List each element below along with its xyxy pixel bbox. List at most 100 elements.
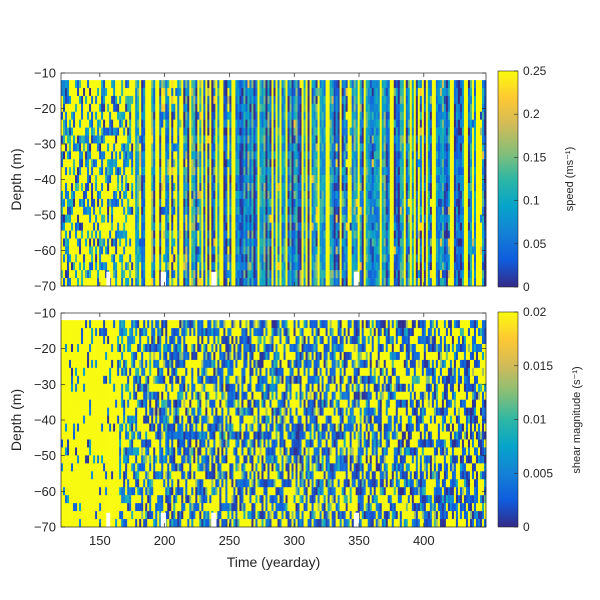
- heatmap-cell: [313, 80, 316, 89]
- heatmap-cell: [153, 167, 156, 176]
- heatmap-cell: [125, 95, 128, 105]
- heatmap-cell: [263, 183, 266, 192]
- heatmap-cell: [197, 254, 200, 263]
- heatmap-cell: [113, 167, 116, 176]
- heatmap-cell: [443, 175, 447, 184]
- heatmap-cell: [259, 230, 262, 239]
- heatmap-cell: [291, 270, 294, 279]
- heatmap-cell: [217, 103, 220, 113]
- heatmap-cell: [397, 95, 401, 105]
- heatmap-cell: [151, 88, 154, 97]
- heatmap-cell: [443, 183, 447, 192]
- heatmap-cell: [225, 127, 228, 136]
- heatmap-cell: [69, 262, 72, 271]
- heatmap-cell: [371, 143, 374, 152]
- heatmap-cell: [345, 88, 348, 97]
- heatmap-cell: [131, 278, 134, 287]
- heatmap-cell: [271, 159, 274, 168]
- heatmap-cell: [125, 278, 128, 287]
- heatmap-cell: [89, 278, 92, 287]
- heatmap-cell: [355, 198, 358, 208]
- heatmap-cell: [183, 270, 186, 279]
- heatmap-cell: [177, 198, 180, 208]
- heatmap-cell: [369, 198, 372, 208]
- heatmap-cell: [167, 88, 170, 97]
- heatmap-cell: [347, 254, 350, 263]
- heatmap-cell: [427, 80, 431, 89]
- heatmap-cell: [215, 230, 218, 239]
- heatmap-cell: [185, 88, 188, 97]
- heatmap-cell: [185, 103, 188, 113]
- heatmap-cell: [117, 254, 120, 263]
- heatmap-cell: [243, 254, 246, 263]
- heatmap-cell: [377, 135, 380, 144]
- heatmap-cell: [329, 88, 332, 97]
- heatmap-cell: [165, 238, 168, 247]
- heatmap-cell: [299, 278, 302, 287]
- heatmap-cell: [415, 262, 419, 271]
- heatmap-cell: [379, 119, 382, 128]
- heatmap-cell: [293, 183, 296, 192]
- heatmap-cell: [135, 175, 138, 184]
- heatmap-cell: [339, 238, 342, 247]
- heatmap-cell: [107, 222, 110, 231]
- heatmap-cell: [113, 270, 116, 279]
- heatmap-cell: [325, 143, 328, 152]
- heatmap-cell: [283, 206, 286, 215]
- heatmap-cell: [75, 214, 78, 223]
- heatmap-cell: [151, 95, 154, 105]
- heatmap-cell: [137, 230, 140, 239]
- heatmap-cell: [185, 238, 188, 247]
- heatmap-cell: [385, 127, 389, 136]
- heatmap-cell: [231, 143, 234, 152]
- heatmap-cell: [305, 214, 308, 223]
- heatmap-cell: [419, 206, 423, 215]
- heatmap-cell: [313, 222, 316, 231]
- heatmap-cell: [185, 80, 188, 89]
- heatmap-cell: [209, 119, 212, 128]
- heatmap-cell: [247, 159, 250, 168]
- heatmap-cell: [367, 95, 370, 105]
- heatmap-cell: [335, 262, 338, 271]
- heatmap-cell: [189, 95, 192, 105]
- heatmap-cell: [373, 246, 376, 255]
- heatmap-cell: [99, 127, 102, 136]
- heatmap-cell: [375, 175, 378, 184]
- heatmap-cell: [433, 270, 437, 279]
- heatmap-cell: [303, 111, 306, 120]
- heatmap-cell: [419, 190, 423, 200]
- heatmap-cell: [173, 206, 176, 215]
- heatmap-cell: [305, 206, 308, 215]
- heatmap-cell: [207, 230, 210, 239]
- heatmap-cell: [173, 246, 176, 255]
- heatmap-cell: [141, 151, 144, 160]
- heatmap-cell: [387, 175, 391, 184]
- heatmap-cell: [255, 230, 258, 239]
- heatmap-cell: [367, 230, 370, 239]
- heatmap-cell: [91, 254, 94, 263]
- heatmap-cell: [203, 119, 206, 128]
- heatmap-cell: [375, 254, 378, 263]
- heatmap-cell: [315, 254, 318, 263]
- heatmap-cell: [403, 262, 407, 271]
- heatmap-cell: [413, 151, 417, 160]
- heatmap-cell: [349, 278, 352, 287]
- heatmap-cell: [331, 198, 334, 208]
- heatmap-cell: [219, 167, 222, 176]
- heatmap-cell: [239, 151, 242, 160]
- heatmap-cell: [123, 278, 126, 287]
- heatmap-cell: [395, 135, 399, 144]
- heatmap-cell: [75, 135, 78, 144]
- heatmap-cell: [141, 262, 144, 271]
- heatmap-cell: [289, 111, 292, 120]
- heatmap-cell: [99, 175, 102, 184]
- heatmap-cell: [305, 80, 308, 89]
- heatmap-cell: [419, 111, 423, 120]
- heatmap-cell: [383, 206, 387, 215]
- heatmap-cell: [61, 95, 64, 105]
- heatmap-cell: [135, 206, 138, 215]
- heatmap-cell: [135, 119, 138, 128]
- heatmap-cell: [437, 175, 441, 184]
- heatmap-cell: [375, 119, 378, 128]
- heatmap-cell: [445, 103, 449, 113]
